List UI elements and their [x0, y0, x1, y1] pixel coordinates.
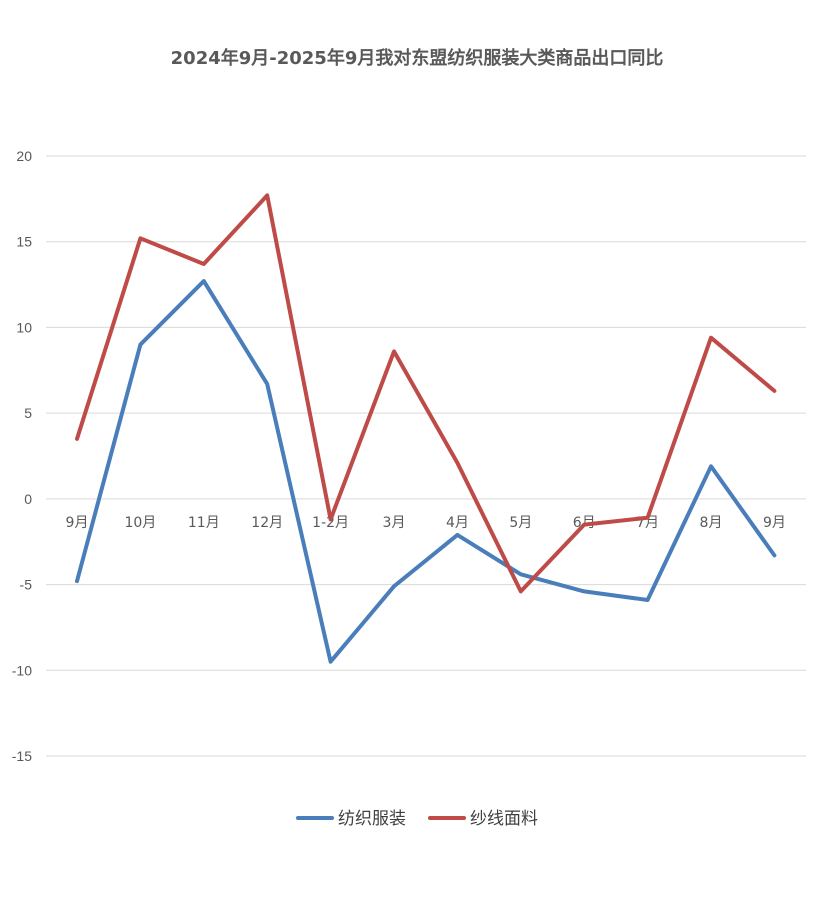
series-line	[75, 279, 777, 664]
y-tick-label: -10	[12, 662, 32, 678]
chart-title: 2024年9月-2025年9月我对东盟纺织服装大类商品出口同比	[171, 47, 664, 69]
gridlines	[46, 155, 806, 757]
y-tick-label: -15	[12, 748, 32, 764]
series-line	[75, 193, 777, 594]
x-tick-label: 10月	[124, 515, 156, 531]
y-tick-label: 20	[16, 148, 32, 164]
x-tick-label: 9月	[66, 515, 89, 531]
y-tick-label: 15	[16, 234, 32, 250]
y-tick-label: 0	[24, 491, 32, 507]
legend: 纺织服装 纱线面料	[296, 809, 538, 829]
legend-label: 纺织服装	[338, 809, 406, 829]
x-tick-label: 4月	[446, 515, 469, 531]
x-tick-label: 12月	[251, 515, 283, 531]
x-tick-label: 8月	[700, 515, 723, 531]
x-tick-label: 11月	[188, 515, 220, 531]
x-axis-ticks: 9月 10月 11月 12月 1-2月 3月 4月 5月 6月 7月 8月 9月	[66, 515, 786, 531]
y-tick-label: 5	[24, 405, 32, 421]
series-lines	[75, 193, 777, 664]
y-tick-label: -5	[20, 577, 33, 593]
y-tick-label: 10	[16, 319, 32, 335]
legend-label: 纱线面料	[470, 809, 538, 829]
x-tick-label: 9月	[763, 515, 786, 531]
x-tick-label: 3月	[383, 515, 406, 531]
y-axis-ticks: 20 15 10 5 0 -5 -10 -15	[12, 148, 32, 764]
x-tick-label: 1-2月	[312, 515, 349, 531]
x-tick-label: 5月	[509, 515, 532, 531]
